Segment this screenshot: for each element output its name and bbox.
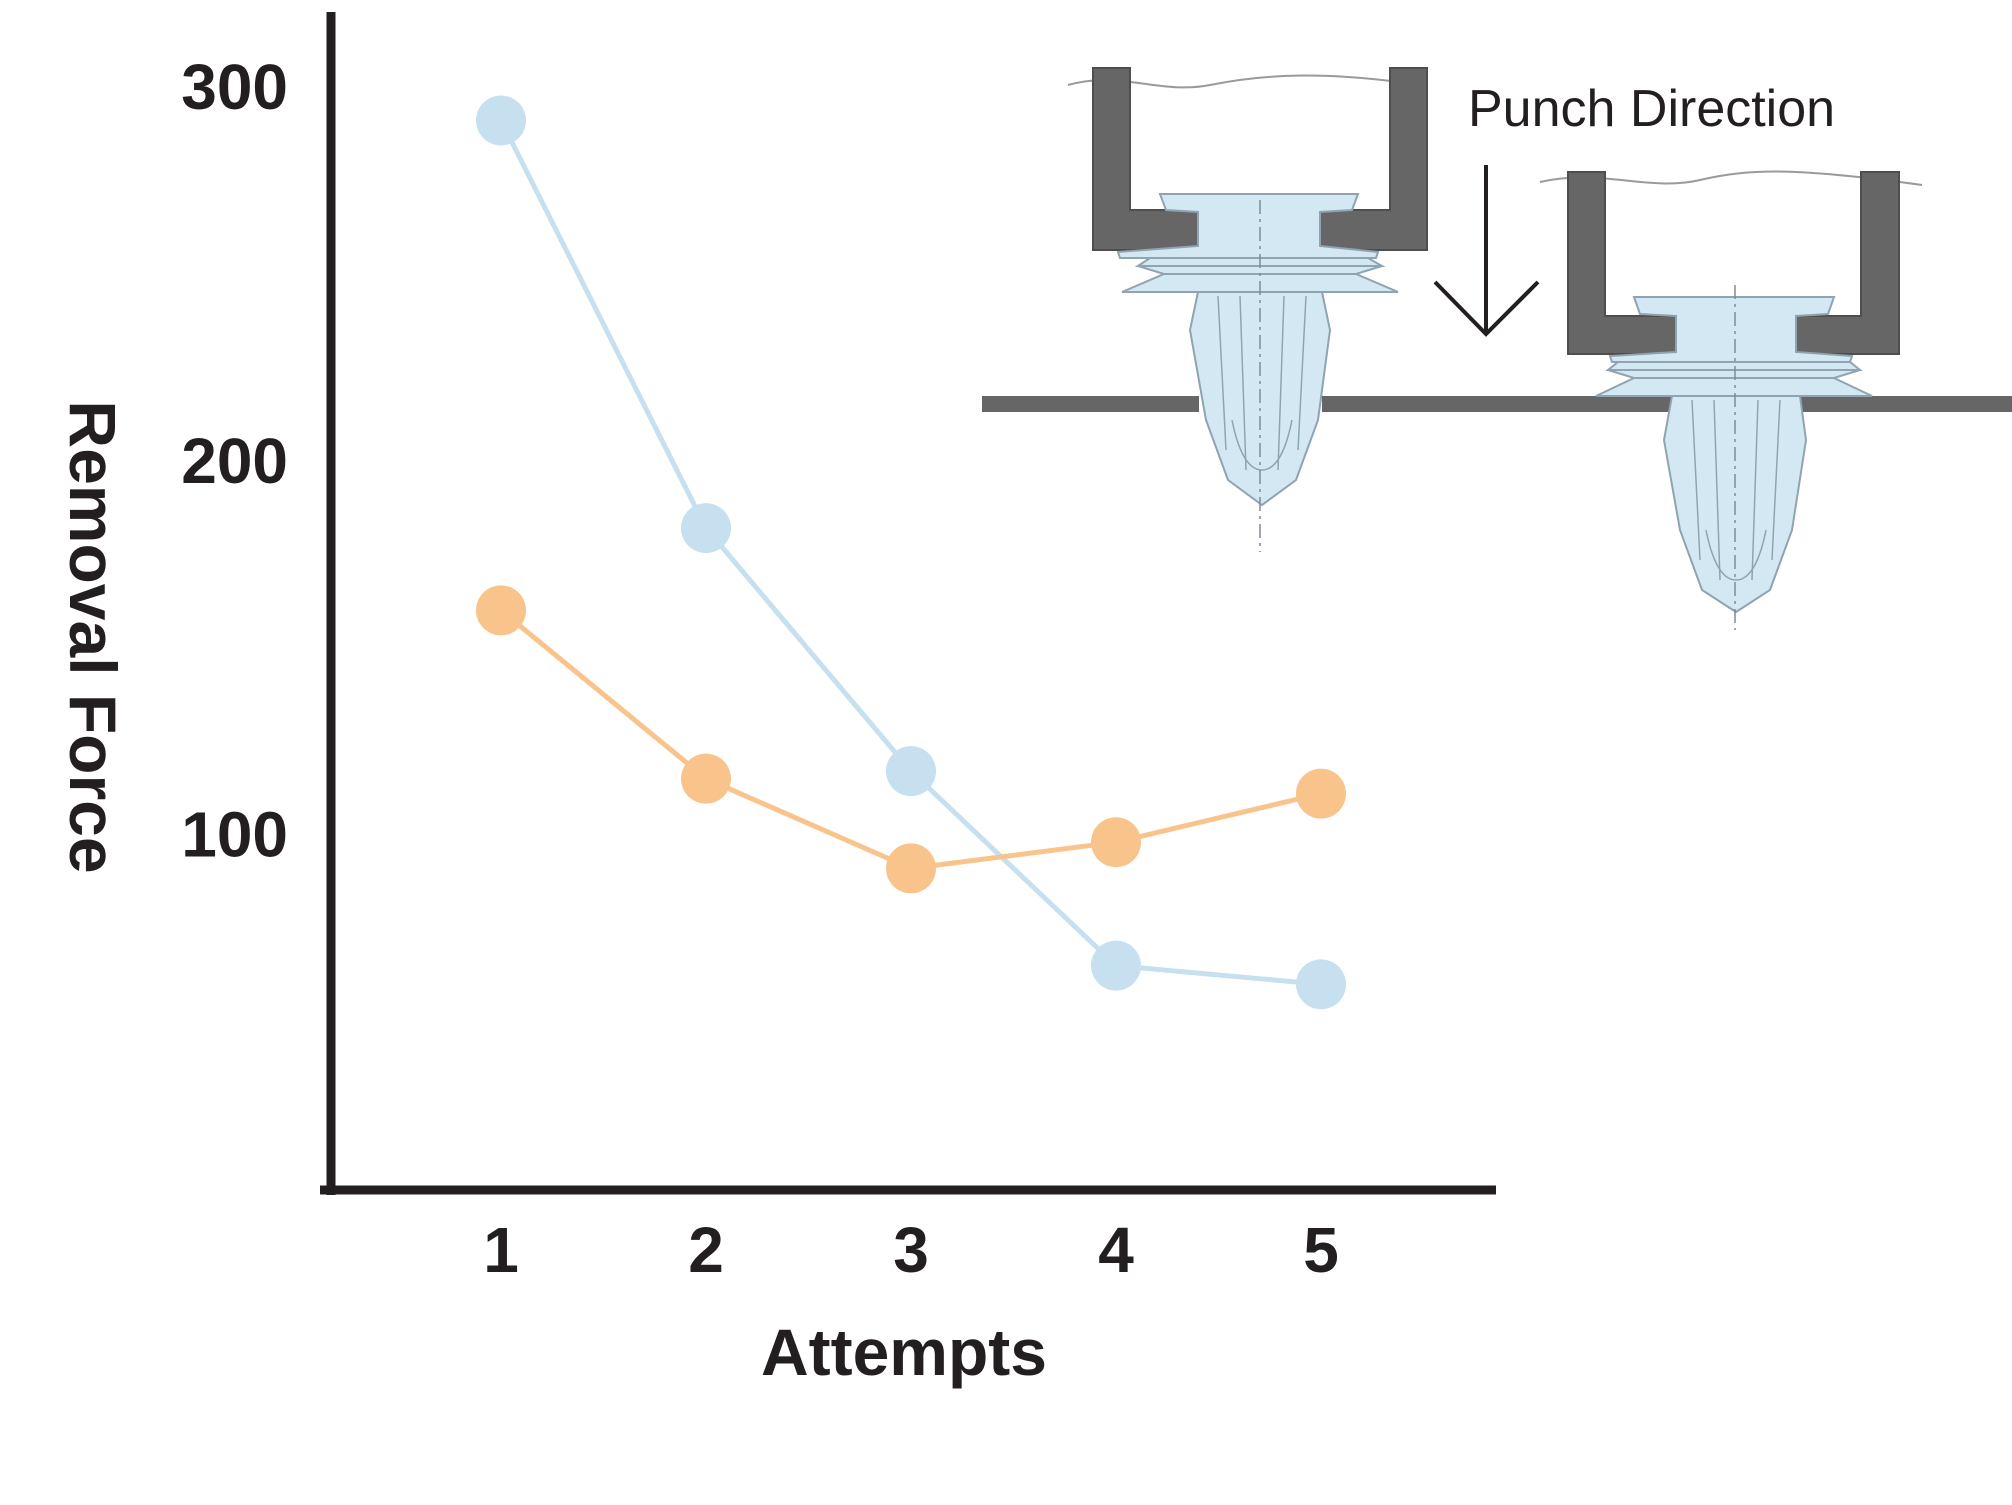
clip-left — [1116, 193, 1399, 552]
data-point — [1091, 940, 1141, 991]
panel-right-part — [1322, 396, 2012, 412]
series-line — [499, 608, 1322, 871]
x-tick-label: 3 — [893, 1214, 929, 1286]
punch-direction-label: Punch Direction — [1468, 80, 1835, 138]
clip-right-ribs — [1691, 399, 1781, 581]
y-tick-label: 300 — [181, 51, 288, 123]
series-2 — [476, 585, 1346, 894]
x-tick-label: 2 — [688, 1214, 724, 1286]
clip-right-flange-3 — [1595, 377, 1873, 397]
series-1 — [476, 95, 1346, 1010]
data-point — [681, 753, 731, 804]
data-point — [476, 585, 526, 636]
data-point — [1296, 768, 1346, 819]
clip-right-flange-1 — [1605, 361, 1863, 371]
data-point — [476, 95, 526, 146]
data-point — [1091, 817, 1141, 868]
x-axis-title: Attempts — [761, 1315, 1047, 1389]
clip-left-head — [1116, 193, 1380, 259]
y-axis-title: Removal Force — [56, 400, 130, 873]
data-point — [886, 843, 936, 894]
clip-right-flange-2 — [1607, 369, 1861, 379]
y-tick-label: 200 — [181, 425, 288, 497]
panel-left-part — [982, 396, 1199, 412]
x-tick-label: 4 — [1098, 1214, 1134, 1286]
data-point — [681, 503, 731, 554]
data-point — [1296, 959, 1346, 1010]
punch-arrow-head — [1433, 280, 1540, 337]
x-tick-label: 1 — [483, 1214, 519, 1286]
clip-left-ribs — [1217, 295, 1307, 471]
clip-illustration: Punch Direction — [982, 67, 2012, 630]
data-point — [886, 746, 936, 797]
x-tick-label: 5 — [1303, 1214, 1339, 1286]
y-tick-label: 100 — [181, 799, 288, 871]
clip-right — [1595, 285, 1873, 630]
